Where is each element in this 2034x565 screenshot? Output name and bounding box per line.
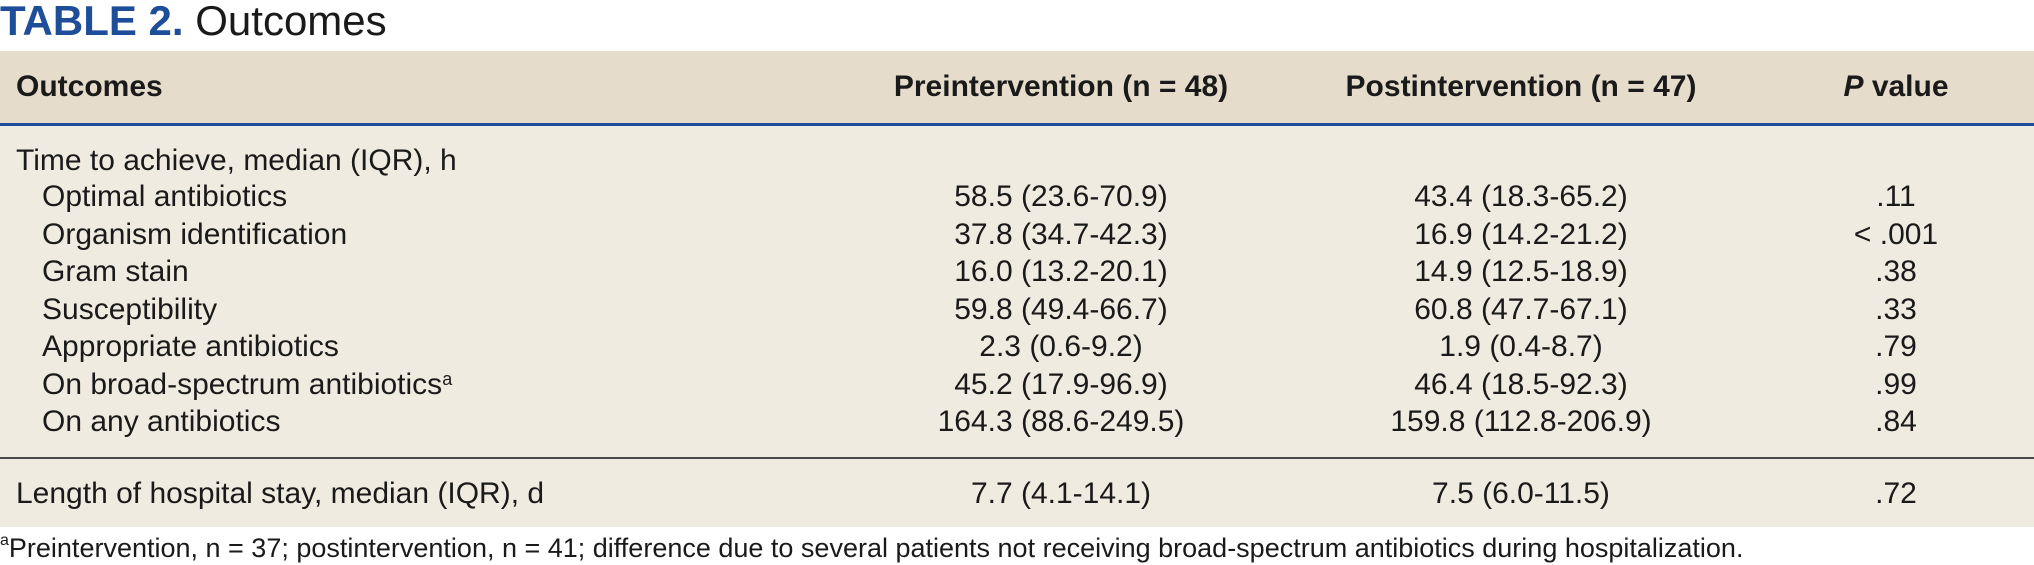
row-post: 1.9 (0.4-8.7)	[1439, 330, 1603, 363]
table-title: TABLE 2. Outcomes	[0, 0, 387, 46]
row-p: .99	[1875, 368, 1917, 401]
row-post: 60.8 (47.7-67.1)	[1414, 293, 1628, 326]
length-of-stay-p: .72	[1875, 477, 1917, 510]
row-p: .11	[1876, 180, 1916, 213]
row-label: Gram stain	[42, 255, 189, 288]
section-divider	[0, 457, 2034, 459]
row-pre: 45.2 (17.9-96.9)	[954, 368, 1168, 401]
row-post: 14.9 (12.5-18.9)	[1414, 255, 1628, 288]
length-of-stay-post: 7.5 (6.0-11.5)	[1432, 477, 1610, 510]
footnote-marker: a	[0, 532, 9, 549]
row-label: Susceptibility	[42, 293, 218, 326]
row-p: .84	[1875, 405, 1917, 438]
section-time-to-achieve: Time to achieve, median (IQR), h	[16, 144, 457, 177]
header-outcomes: Outcomes	[16, 70, 163, 103]
length-of-stay-pre: 7.7 (4.1-14.1)	[970, 477, 1152, 510]
row-p: .38	[1875, 255, 1917, 288]
outcomes-table: Outcomes Preintervention (n = 48) Postin…	[0, 51, 2034, 527]
footnote-mark: a	[442, 369, 453, 389]
row-label: Appropriate antibiotics	[42, 330, 339, 363]
row-label: On any antibiotics	[42, 405, 281, 438]
table-number: TABLE 2.	[0, 0, 184, 44]
header-preintervention: Preintervention (n = 48)	[893, 70, 1229, 103]
table-header: Outcomes Preintervention (n = 48) Postin…	[0, 51, 2034, 126]
row-label: Optimal antibiotics	[42, 180, 288, 213]
row-pre: 16.0 (13.2-20.1)	[954, 255, 1168, 288]
header-p-text: value	[1871, 70, 1949, 103]
length-of-stay-label: Length of hospital stay, median (IQR), d	[16, 477, 545, 510]
row-p: < .001	[1853, 218, 1939, 251]
row-p: .33	[1875, 293, 1917, 326]
row-post: 43.4 (18.3-65.2)	[1414, 180, 1628, 213]
row-pre: 59.8 (49.4-66.7)	[954, 293, 1168, 326]
header-p-italic: P	[1843, 70, 1864, 103]
row-pre: 2.3 (0.6-9.2)	[979, 330, 1143, 363]
row-post: 46.4 (18.5-92.3)	[1414, 368, 1628, 401]
row-post: 159.8 (112.8-206.9)	[1390, 405, 1652, 438]
row-label: Organism identification	[42, 218, 348, 251]
header-p-value: P value	[1806, 69, 1986, 105]
row-label: On broad-spectrum antibioticsa	[42, 367, 452, 403]
table-footnote: aPreintervention, n = 37; postinterventi…	[0, 532, 2034, 565]
row-p: .79	[1875, 330, 1917, 363]
row-pre: 164.3 (88.6-249.5)	[937, 405, 1185, 438]
header-postintervention: Postintervention (n = 47)	[1345, 70, 1697, 103]
row-pre: 37.8 (34.7-42.3)	[954, 218, 1168, 251]
row-post: 16.9 (14.2-21.2)	[1414, 218, 1628, 251]
row-pre: 58.5 (23.6-70.9)	[954, 180, 1168, 213]
table-name: Outcomes	[195, 0, 387, 44]
footnote-text: Preintervention, n = 37; postinterventio…	[8, 533, 1744, 563]
row-label-text: On broad-spectrum antibiotics	[42, 368, 443, 401]
